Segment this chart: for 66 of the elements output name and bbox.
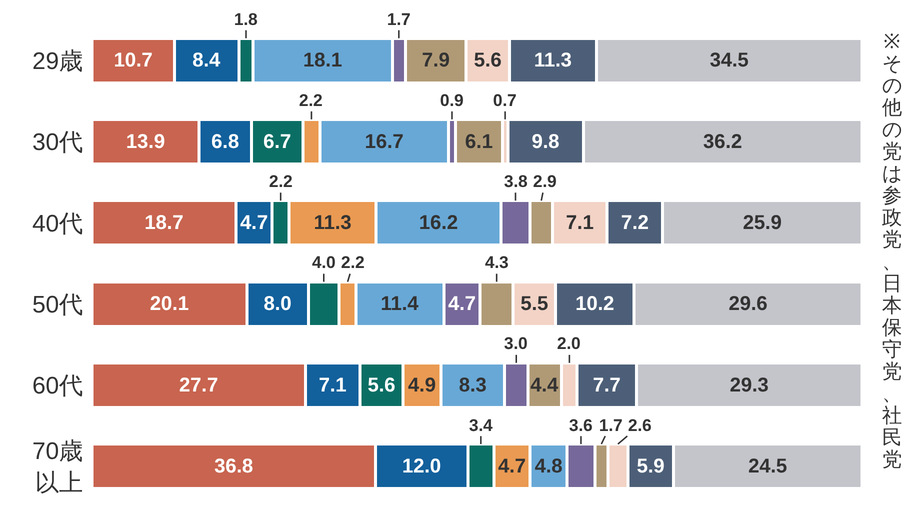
data-label: 29.3 (730, 374, 769, 396)
data-label: 3.0 (504, 334, 528, 353)
data-label: 6.7 (263, 130, 292, 153)
data-label: 34.5 (710, 50, 749, 72)
data-label: 2.2 (341, 253, 365, 272)
data-label: 4.3 (485, 253, 509, 272)
data-label: 0.9 (440, 91, 464, 110)
y-tick-label: 30代 (32, 129, 83, 156)
data-label: 8.0 (264, 293, 292, 316)
data-label: 3.4 (469, 416, 494, 435)
data-label: 36.8 (214, 455, 254, 478)
data-label: 0.7 (493, 91, 517, 110)
data-label: 7.2 (620, 212, 649, 234)
data-label: 6.8 (211, 130, 240, 153)
data-label: 4.8 (534, 455, 563, 478)
data-label: 18.1 (303, 50, 342, 72)
data-label: 2.2 (269, 172, 293, 191)
data-label: 2.2 (299, 91, 323, 110)
data-label: 7.1 (318, 374, 347, 396)
data-label: 12.0 (402, 455, 442, 478)
data-label: 7.1 (566, 212, 594, 234)
y-tick-label: 60代 (32, 372, 83, 400)
data-label: 13.9 (126, 130, 165, 153)
data-label: 1.8 (234, 10, 258, 29)
data-label: 20.1 (150, 293, 189, 316)
y-tick-label: 29歳 (32, 48, 83, 75)
data-label: 6.1 (465, 130, 493, 153)
data-label: 11.4 (380, 293, 420, 316)
data-label: 5.9 (636, 455, 665, 478)
data-label: 4.7 (498, 455, 526, 478)
y-tick-label: 50代 (32, 291, 83, 318)
data-label: 1.7 (387, 10, 411, 29)
data-label: 4.7 (240, 212, 268, 234)
data-label: 9.8 (532, 130, 560, 153)
data-label: 2.9 (533, 172, 557, 191)
data-label: 5.6 (368, 374, 396, 396)
y-tick-label: 40代 (32, 210, 83, 238)
data-label: 2.6 (628, 416, 652, 435)
data-label: 7.9 (422, 50, 450, 72)
data-label: 10.2 (575, 293, 614, 316)
data-label: 27.7 (179, 374, 218, 396)
data-label: 7.7 (592, 374, 621, 396)
data-label: 16.2 (419, 212, 458, 234)
data-label: 11.3 (534, 50, 572, 72)
y-tick-label: 70歳以上 (32, 438, 83, 496)
data-label: 10.7 (114, 50, 153, 72)
data-label: 1.7 (599, 416, 623, 435)
data-label: 4.4 (530, 374, 560, 396)
data-label: 16.7 (364, 130, 404, 153)
data-label: 2.0 (557, 334, 581, 353)
data-label: 36.2 (703, 130, 742, 153)
data-label: 5.5 (520, 293, 548, 316)
data-label: 3.8 (504, 172, 528, 191)
data-label: 24.5 (748, 455, 788, 478)
data-label: 3.6 (569, 416, 593, 435)
data-label: 18.7 (144, 212, 184, 234)
data-label: 11.3 (314, 212, 352, 234)
data-label: 4.0 (312, 253, 336, 272)
text: ※その他の党は参政党、日本保守党、社民党 (882, 29, 902, 471)
data-label: 5.6 (474, 50, 502, 72)
data-label: 25.9 (742, 212, 782, 234)
data-label: 29.6 (728, 293, 768, 316)
data-label: 4.9 (408, 374, 436, 396)
data-label: 4.7 (448, 293, 476, 316)
data-label: 8.4 (192, 50, 222, 72)
data-label: 8.3 (458, 374, 487, 396)
